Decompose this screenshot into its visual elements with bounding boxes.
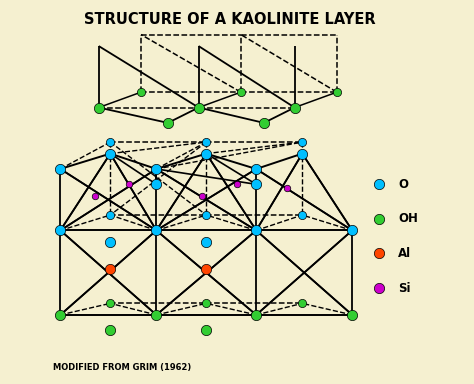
Point: [56, 227, 64, 233]
Point: [164, 120, 172, 126]
Text: STRUCTURE OF A KAOLINITE LAYER: STRUCTURE OF A KAOLINITE LAYER: [83, 12, 375, 26]
Point: [299, 212, 306, 218]
Point: [107, 266, 114, 272]
Point: [202, 212, 210, 218]
Point: [291, 104, 299, 111]
Point: [333, 89, 341, 95]
Point: [253, 227, 260, 233]
Point: [237, 89, 245, 95]
Point: [202, 239, 210, 245]
Point: [348, 227, 356, 233]
Point: [253, 312, 260, 318]
Point: [253, 166, 260, 172]
Point: [153, 181, 160, 187]
Text: OH: OH: [398, 212, 418, 225]
Text: Si: Si: [398, 281, 411, 295]
Point: [299, 151, 306, 157]
Point: [202, 151, 210, 157]
Point: [107, 139, 114, 145]
Point: [375, 181, 383, 187]
Point: [153, 227, 160, 233]
Point: [107, 239, 114, 245]
Point: [202, 300, 210, 306]
Point: [375, 250, 383, 257]
Point: [107, 151, 114, 157]
Point: [233, 181, 241, 187]
Point: [153, 166, 160, 172]
Point: [56, 166, 64, 172]
Point: [253, 181, 260, 187]
Point: [299, 139, 306, 145]
Point: [195, 104, 202, 111]
Point: [91, 193, 99, 199]
Point: [375, 285, 383, 291]
Point: [202, 327, 210, 333]
Point: [126, 181, 133, 187]
Text: Al: Al: [398, 247, 411, 260]
Point: [107, 300, 114, 306]
Point: [375, 216, 383, 222]
Point: [299, 300, 306, 306]
Text: O: O: [398, 178, 408, 191]
Point: [107, 327, 114, 333]
Text: MODIFIED FROM GRIM (1962): MODIFIED FROM GRIM (1962): [53, 364, 191, 372]
Point: [283, 185, 291, 191]
Point: [107, 212, 114, 218]
Point: [95, 104, 102, 111]
Point: [56, 312, 64, 318]
Point: [348, 312, 356, 318]
Point: [137, 89, 145, 95]
Point: [153, 312, 160, 318]
Point: [202, 139, 210, 145]
Point: [199, 193, 206, 199]
Point: [202, 266, 210, 272]
Point: [260, 120, 268, 126]
